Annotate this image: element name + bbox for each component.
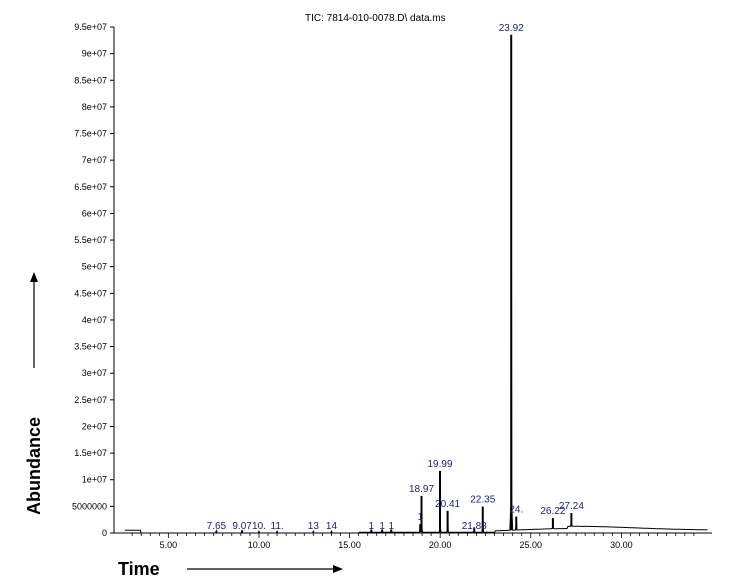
- y-tick-label: 6e+07: [82, 208, 107, 218]
- y-tick-label: 4.5e+07: [74, 288, 107, 298]
- peak-label: 26.22: [540, 506, 565, 517]
- x-tick-label: 25.00: [520, 540, 543, 550]
- y-tick-label: 5e+07: [82, 262, 107, 272]
- y-tick-label: 5.5e+07: [74, 235, 107, 245]
- x-tick-label: 10.00: [248, 540, 271, 550]
- y-tick-label: 9e+07: [82, 49, 107, 59]
- peak-label: 1: [417, 512, 423, 523]
- y-tick-label: 2.5e+07: [74, 395, 107, 405]
- x-axis-label: Time: [118, 559, 160, 579]
- y-tick-label: 3.5e+07: [74, 342, 107, 352]
- peak-label: 14: [326, 521, 338, 532]
- y-axis-label: Abundance: [24, 417, 44, 515]
- peak-labels: 7.65 9.07 10. 11. 13 14 1 1 1118.9719.9920.4121.…: [207, 23, 585, 532]
- y-tick-label: 1.5e+07: [74, 448, 107, 458]
- y-tick-label: 1e+07: [82, 475, 107, 485]
- peak-label: 13: [308, 521, 320, 532]
- peak-label: 1: [369, 521, 375, 532]
- peak-label: 19.99: [427, 459, 452, 470]
- x-axis: 5.00 10.00 15.00 20.00 25.00 30.00: [114, 532, 712, 550]
- tic-trace: [124, 34, 708, 534]
- peak-label: 27.24: [559, 501, 584, 512]
- y-tick-label: 8e+07: [82, 102, 107, 112]
- y-tick-label: 2e+07: [82, 421, 107, 431]
- peak-label: 24.: [509, 505, 523, 516]
- peak-label: 1: [388, 521, 394, 532]
- y-tick-label: 3e+07: [82, 368, 107, 378]
- y-tick-label: 6.5e+07: [74, 182, 107, 192]
- peak-label: 20.41: [435, 499, 460, 510]
- x-tick-label: 5.00: [160, 540, 178, 550]
- y-tick-label: 7e+07: [82, 155, 107, 165]
- y-axis: 0 5000000 1e+07 1.5e+07 2e+07 2.5e+07 3e+07 3.5…: [72, 22, 115, 538]
- peak-label: 9.07: [232, 521, 252, 532]
- x-tick-label: 20.00: [429, 540, 452, 550]
- x-tick-label: 30.00: [610, 540, 633, 550]
- peak-label: 11.: [271, 521, 284, 532]
- y-tick-label: 4e+07: [82, 315, 107, 325]
- peak-label: 23.92: [499, 23, 524, 34]
- y-tick-label: 5000000: [72, 501, 107, 511]
- y-tick-label: 7.5e+07: [74, 129, 107, 139]
- y-tick-label: 9.5e+07: [74, 22, 107, 32]
- y-tick-label: 8.5e+07: [74, 75, 107, 85]
- chart-title: TIC: 7814-010-0078.D\ data.ms: [305, 13, 446, 24]
- peak-label: 18.97: [409, 484, 434, 495]
- peak-label: 10.: [252, 521, 266, 532]
- peak-label: 1: [379, 521, 385, 532]
- x-tick-label: 15.00: [338, 540, 361, 550]
- peak-label: 21.88: [462, 521, 487, 532]
- x-axis-arrow: [187, 565, 343, 573]
- peak-label: 7.65: [207, 521, 227, 532]
- peak-label: 22.35: [470, 495, 495, 506]
- y-tick-label: 0: [102, 528, 107, 538]
- tic-line: [124, 34, 708, 534]
- y-axis-arrow: [30, 272, 38, 368]
